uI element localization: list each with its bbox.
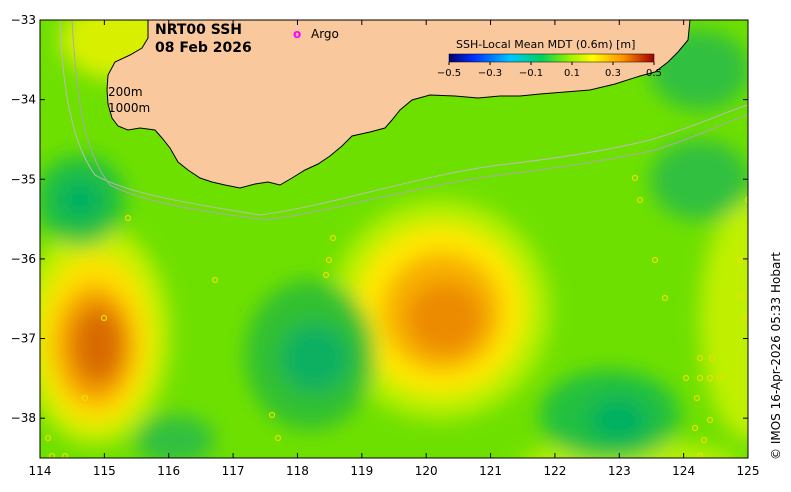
lat-tick-label: −34: [11, 93, 36, 107]
lon-tick-label: 120: [415, 464, 438, 478]
contour-label-1000: 1000m: [108, 101, 150, 115]
colorbar-tick-label: −0.3: [478, 68, 502, 79]
lon-tick-label: 122: [543, 464, 566, 478]
lat-tick-label: −38: [11, 411, 36, 425]
title-date: 08 Feb 2026: [155, 40, 252, 56]
lon-tick-label: 121: [479, 464, 502, 478]
lon-tick-label: 117: [222, 464, 245, 478]
latitude-axis: −33 −34 −35 −36 −37 −38: [11, 13, 748, 425]
colorbar-ramp: [448, 53, 655, 63]
colorbar-tick-label: 0.5: [646, 68, 662, 79]
colorbar: SSH-Local Mean MDT (0.6m) [m] −0.5 −0.3 −0…: [437, 38, 662, 79]
argo-symbol: o: [293, 27, 301, 41]
lon-tick-label: 124: [672, 464, 695, 478]
lon-tick-label: 115: [93, 464, 116, 478]
lon-tick-label: 114: [29, 464, 52, 478]
colorbar-tick-label: −0.5: [437, 68, 461, 79]
lat-tick-label: −36: [11, 252, 36, 266]
credit-text: © IMOS 16-Apr-2026 05:33 Hobart: [769, 252, 783, 460]
map-frame: [39, 19, 749, 459]
argo-floats: [40, 174, 748, 458]
lon-tick-label: 125: [737, 464, 760, 478]
argo-label: Argo: [311, 27, 339, 41]
colorbar-tick-label: 0.1: [564, 68, 580, 79]
title-product: NRT00 SSH: [155, 22, 242, 38]
lat-tick-label: −37: [11, 332, 36, 346]
lon-tick-label: 119: [350, 464, 373, 478]
longitude-axis: 114 115 116 117 118 119 120 121 122 123 124 125: [29, 20, 760, 478]
colorbar-tick-label: 0.3: [605, 68, 621, 79]
colorbar-title: SSH-Local Mean MDT (0.6m) [m]: [456, 38, 635, 51]
lat-tick-label: −33: [11, 13, 36, 27]
lon-tick-label: 116: [157, 464, 180, 478]
lat-tick-label: −35: [11, 172, 36, 186]
ssh-field: [40, 20, 748, 458]
credit-line: © IMOS 16-Apr-2026 05:33 Hobart: [769, 252, 783, 460]
lon-tick-label: 118: [286, 464, 309, 478]
colorbar-tick-label: −0.1: [519, 68, 543, 79]
contour-label-200: 200m: [108, 85, 143, 99]
lon-tick-label: 123: [608, 464, 631, 478]
